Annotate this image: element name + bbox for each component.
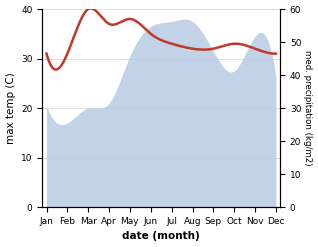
X-axis label: date (month): date (month)	[122, 231, 200, 242]
Y-axis label: max temp (C): max temp (C)	[5, 72, 16, 144]
Y-axis label: med. precipitation (kg/m2): med. precipitation (kg/m2)	[303, 50, 313, 166]
